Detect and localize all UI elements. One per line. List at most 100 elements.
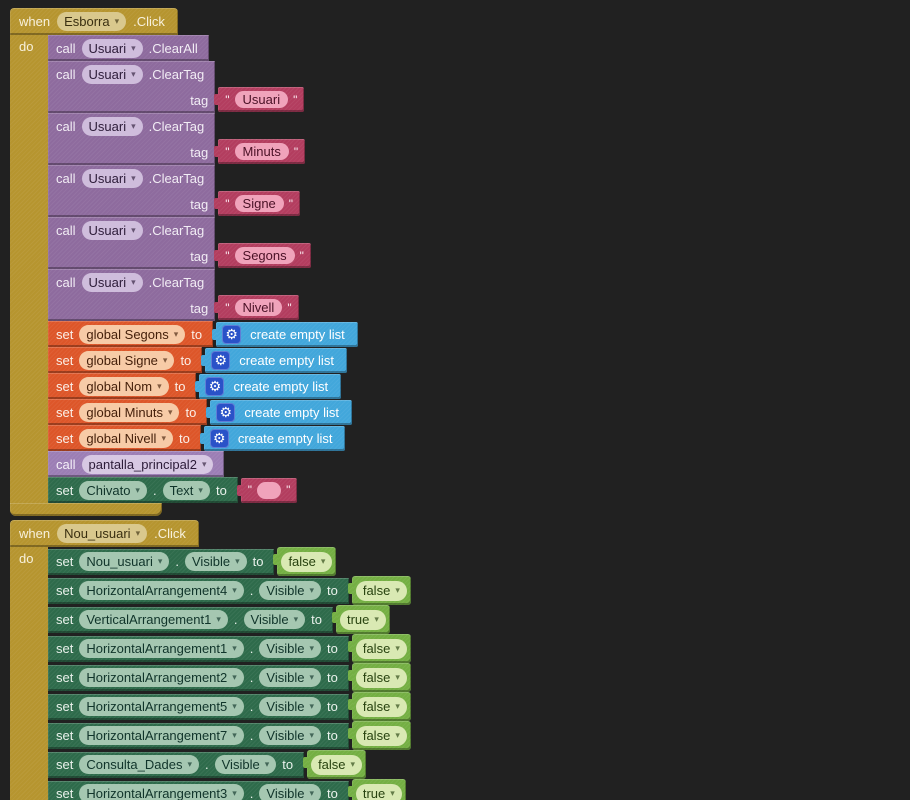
set-property-block[interactable]: set HorizontalArrangement2 ▾. Visible ▾ to <box>48 664 349 691</box>
component-dropdown[interactable]: HorizontalArrangement7 ▾ <box>79 726 244 745</box>
set-property-block[interactable]: set HorizontalArrangement7 ▾. Visible ▾ to <box>48 722 349 749</box>
event-block[interactable]: when Esborra ▾ .Click do call Usuari ▾ .ClearAll… <box>10 8 358 516</box>
string-block[interactable]: " Minuts " <box>214 139 306 164</box>
property-dropdown[interactable]: Visible ▾ <box>259 784 321 800</box>
component-dropdown[interactable]: Nou_usuari ▾ <box>79 552 170 571</box>
string-field[interactable]: Segons <box>234 247 295 264</box>
logic-block[interactable]: false ▾ <box>273 547 337 576</box>
event-block-header[interactable]: when Nou_usuari ▾ .Click <box>10 520 199 547</box>
set-global-block[interactable]: set global Segons ▾ to <box>48 321 214 347</box>
logic-block[interactable]: true ▾ <box>347 779 406 800</box>
logic-dropdown[interactable]: false ▾ <box>355 667 407 688</box>
gear-icon[interactable]: ⚙ <box>205 376 225 396</box>
gear-icon[interactable]: ⚙ <box>211 350 231 370</box>
string-field[interactable]: Usuari <box>234 91 289 108</box>
component-dropdown[interactable]: HorizontalArrangement2 ▾ <box>79 668 244 687</box>
property-dropdown[interactable]: Visible ▾ <box>185 552 247 571</box>
set-global-block[interactable]: set global Nom ▾ to <box>48 373 197 399</box>
component-dropdown[interactable]: Usuari ▾ <box>81 220 143 240</box>
component-dropdown[interactable]: Chivato ▾ <box>79 480 147 500</box>
logic-block[interactable]: false ▾ <box>347 692 411 721</box>
logic-dropdown[interactable]: false ▾ <box>311 754 363 775</box>
component-dropdown[interactable]: Usuari ▾ <box>81 168 143 188</box>
logic-block[interactable]: false ▾ <box>303 750 367 779</box>
component-dropdown[interactable]: HorizontalArrangement5 ▾ <box>79 697 244 716</box>
property-dropdown[interactable]: Visible ▾ <box>259 668 321 687</box>
component-dropdown[interactable]: HorizontalArrangement3 ▾ <box>79 784 244 800</box>
logic-dropdown[interactable]: true ▾ <box>355 783 402 800</box>
set-property-block[interactable]: set HorizontalArrangement1 ▾. Visible ▾ to <box>48 635 349 662</box>
set-property-block[interactable]: set HorizontalArrangement5 ▾. Visible ▾ to <box>48 693 349 720</box>
event-block-header[interactable]: when Esborra ▾ .Click <box>10 8 178 35</box>
component-dropdown[interactable]: Nou_usuari ▾ <box>57 524 148 543</box>
property-dropdown[interactable]: Visible ▾ <box>259 639 321 658</box>
component-dropdown[interactable]: Consulta_Dades ▾ <box>79 755 199 774</box>
logic-block[interactable]: true ▾ <box>331 605 390 634</box>
call-cleartag-block[interactable]: call Usuari ▾ .ClearTag tag <box>48 217 216 269</box>
string-field[interactable]: Nivell <box>234 299 283 316</box>
gear-icon[interactable]: ⚙ <box>216 402 236 422</box>
component-dropdown[interactable]: Usuari ▾ <box>81 38 143 58</box>
string-block[interactable]: " " <box>236 477 298 503</box>
call-cleartag-block[interactable]: call Usuari ▾ .ClearTag tag <box>48 61 216 113</box>
string-field[interactable] <box>257 481 282 499</box>
variable-dropdown[interactable]: global Signe ▾ <box>79 350 175 370</box>
logic-dropdown[interactable]: false ▾ <box>281 551 333 572</box>
logic-dropdown[interactable]: false ▾ <box>355 696 407 717</box>
string-block[interactable]: " Nivell " <box>214 295 299 320</box>
create-empty-list-block[interactable]: ⚙ create empty list <box>206 399 352 425</box>
logic-block[interactable]: false ▾ <box>347 634 411 663</box>
set-property-block[interactable]: set HorizontalArrangement4 ▾. Visible ▾ to <box>48 577 349 604</box>
logic-dropdown[interactable]: false ▾ <box>355 725 407 746</box>
call-cleartag-block[interactable]: call Usuari ▾ .ClearTag tag <box>48 269 216 321</box>
string-field[interactable]: Signe <box>234 195 284 212</box>
string-block[interactable]: " Segons " <box>214 243 311 268</box>
event-block[interactable]: when Nou_usuari ▾ .Click do set Nou_usuari ▾. Vi… <box>10 520 411 800</box>
variable-dropdown[interactable]: global Minuts ▾ <box>79 402 180 422</box>
logic-block[interactable]: false ▾ <box>347 663 411 692</box>
set-global-block[interactable]: set global Signe ▾ to <box>48 347 203 373</box>
component-dropdown[interactable]: HorizontalArrangement4 ▾ <box>79 581 244 600</box>
logic-dropdown[interactable]: false ▾ <box>355 638 407 659</box>
set-global-block[interactable]: set global Minuts ▾ to <box>48 399 208 425</box>
string-block[interactable]: " Usuari " <box>214 87 305 112</box>
set-property-block[interactable]: set Nou_usuari ▾. Visible ▾ to <box>48 548 275 575</box>
create-empty-list-block[interactable]: ⚙ create empty list <box>195 373 342 399</box>
gear-icon[interactable]: ⚙ <box>209 428 229 448</box>
set-property-block[interactable]: set HorizontalArrangement3 ▾. Visible ▾ to <box>48 780 349 800</box>
string-block[interactable]: " Signe " <box>214 191 301 216</box>
property-dropdown[interactable]: Visible ▾ <box>214 755 277 774</box>
component-dropdown[interactable]: Esborra ▾ <box>57 12 127 31</box>
create-empty-list-block[interactable]: ⚙ create empty list <box>199 425 346 451</box>
logic-dropdown[interactable]: false ▾ <box>355 580 407 601</box>
component-dropdown[interactable]: HorizontalArrangement1 ▾ <box>79 639 244 658</box>
set-property-block[interactable]: set VerticalArrangement1 ▾. Visible ▾ to <box>48 606 333 633</box>
create-empty-list-block[interactable]: ⚙ create empty list <box>212 321 358 347</box>
call-cleartag-block[interactable]: call Usuari ▾ .ClearTag tag <box>48 113 216 165</box>
property-dropdown[interactable]: Visible ▾ <box>259 726 321 745</box>
logic-dropdown[interactable]: true ▾ <box>339 609 386 630</box>
create-empty-list-block[interactable]: ⚙ create empty list <box>201 347 347 373</box>
component-dropdown[interactable]: Usuari ▾ <box>81 64 143 84</box>
call-procedure-block[interactable]: call pantalla_principal2 ▾ <box>48 451 225 477</box>
property-dropdown[interactable]: Text ▾ <box>162 480 210 500</box>
call-cleartag-block[interactable]: call Usuari ▾ .ClearTag tag <box>48 165 216 217</box>
gear-icon[interactable]: ⚙ <box>222 324 242 344</box>
component-dropdown[interactable]: Usuari ▾ <box>81 272 143 292</box>
procedure-dropdown[interactable]: pantalla_principal2 ▾ <box>81 454 214 474</box>
set-property-block[interactable]: set Chivato ▾. Text ▾ to <box>48 477 238 503</box>
component-dropdown[interactable]: VerticalArrangement1 ▾ <box>79 610 228 629</box>
component-dropdown[interactable]: Usuari ▾ <box>81 116 143 136</box>
variable-dropdown[interactable]: global Nom ▾ <box>79 376 169 396</box>
call-block[interactable]: call Usuari ▾ .ClearAll <box>48 35 209 61</box>
property-dropdown[interactable]: Visible ▾ <box>259 581 321 600</box>
logic-block[interactable]: false ▾ <box>347 576 411 605</box>
logic-block[interactable]: false ▾ <box>347 721 411 750</box>
string-field[interactable]: Minuts <box>234 143 289 160</box>
variable-dropdown[interactable]: global Segons ▾ <box>79 324 186 344</box>
property-dropdown[interactable]: Visible ▾ <box>243 610 306 629</box>
set-property-block[interactable]: set Consulta_Dades ▾. Visible ▾ to <box>48 751 305 778</box>
property-dropdown[interactable]: Visible ▾ <box>259 697 321 716</box>
set-global-block[interactable]: set global Nivell ▾ to <box>48 425 201 451</box>
